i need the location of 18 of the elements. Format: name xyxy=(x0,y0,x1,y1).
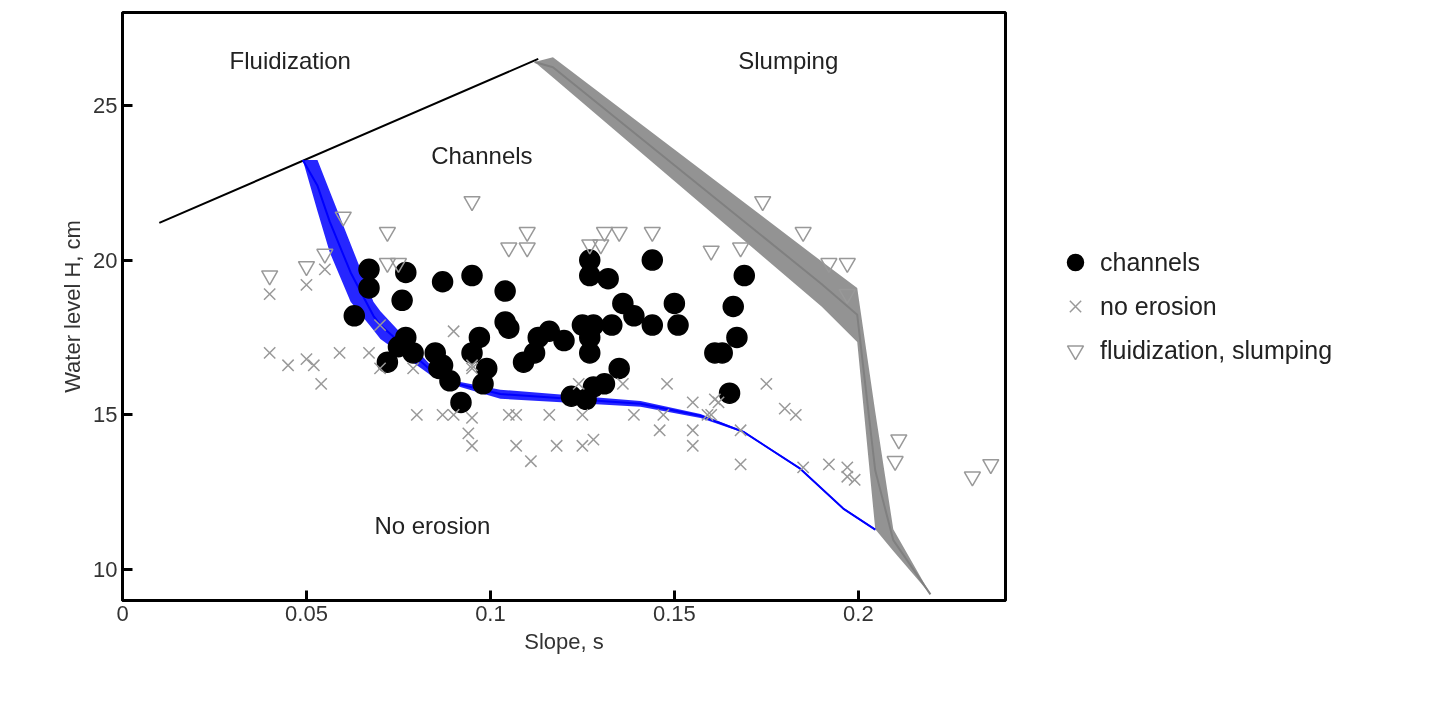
x-tick-label: 0.1 xyxy=(475,600,506,626)
annotation: Slumping xyxy=(738,47,839,75)
legend-label: channels xyxy=(1100,247,1201,277)
legend-label: no erosion xyxy=(1100,291,1217,321)
x-tick-label: 0 xyxy=(116,600,129,626)
annotation: Fluidization xyxy=(229,47,351,75)
y-tick-label: 20 xyxy=(93,247,118,273)
y-tick-label: 15 xyxy=(93,402,118,428)
y-axis-title: Water level H, cm xyxy=(60,220,86,393)
x-tick-label: 0.15 xyxy=(652,600,696,626)
annotation: Channels xyxy=(431,141,533,169)
x-axis-title: Slope, s xyxy=(524,628,604,654)
y-tick-label: 25 xyxy=(93,92,118,118)
y-tick-label: 10 xyxy=(93,557,118,583)
x-tick-label: 0.2 xyxy=(843,600,874,626)
annotation: No erosion xyxy=(374,511,491,539)
x-tick-label: 0.05 xyxy=(285,600,328,626)
legend-label: fluidization, slumping xyxy=(1100,335,1333,365)
